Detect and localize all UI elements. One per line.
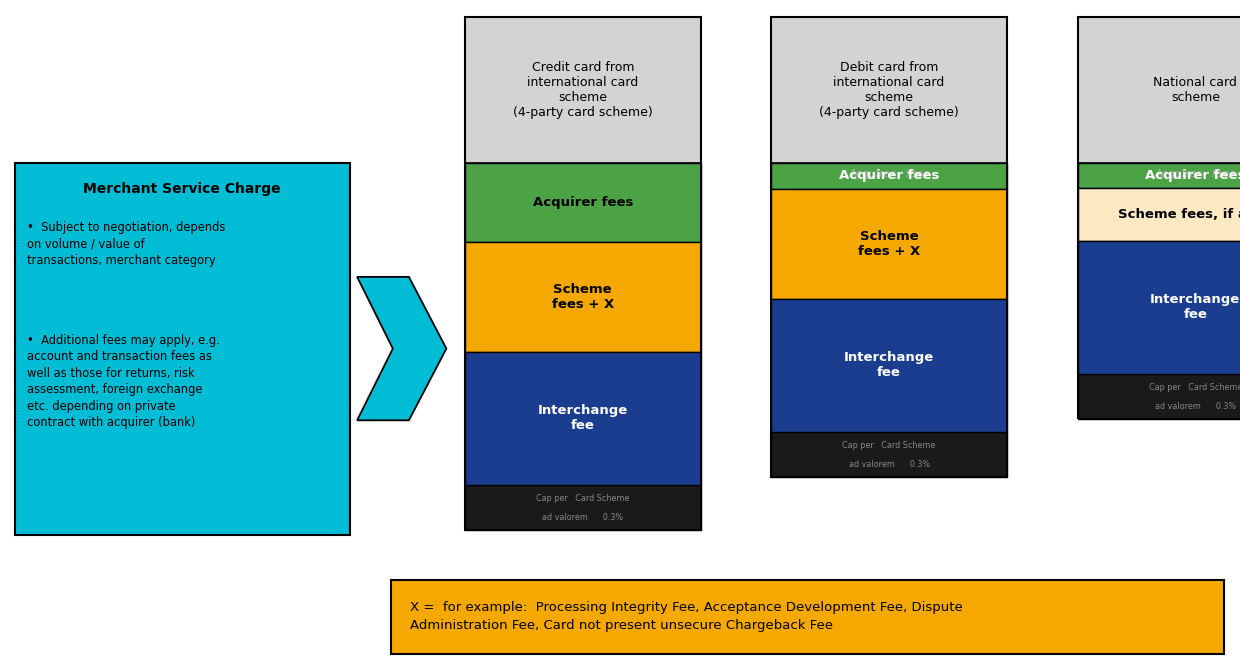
Bar	[465, 352, 701, 485]
Text: Debit card from
international card
scheme
(4-party card scheme): Debit card from international card schem…	[820, 60, 959, 119]
Bar	[771, 299, 1007, 432]
Bar	[1078, 17, 1240, 419]
Text: •  Additional fees may apply, e.g.
account and transaction fees as
well as those: • Additional fees may apply, e.g. accoun…	[27, 334, 219, 430]
Text: Acquirer fees: Acquirer fees	[533, 196, 632, 209]
Text: •  Subject to negotiation, depends
on volume / value of
transactions, merchant c: • Subject to negotiation, depends on vol…	[27, 221, 226, 267]
Text: Acquirer fees: Acquirer fees	[1146, 169, 1240, 182]
Bar	[1078, 17, 1240, 163]
Bar	[1078, 163, 1240, 188]
Bar	[391, 580, 1224, 654]
Text: Scheme
fees + X: Scheme fees + X	[858, 230, 920, 258]
Bar	[465, 163, 701, 242]
Text: Interchange
fee: Interchange fee	[1151, 293, 1240, 321]
Bar	[465, 485, 701, 530]
Text: Cap per   Card Scheme: Cap per Card Scheme	[1148, 383, 1240, 392]
Text: Scheme fees, if any*: Scheme fees, if any*	[1118, 208, 1240, 221]
Text: ad valorem      0.3%: ad valorem 0.3%	[848, 459, 930, 469]
Text: Scheme
fees + X: Scheme fees + X	[552, 283, 614, 311]
Bar	[1078, 241, 1240, 374]
Bar	[465, 17, 701, 163]
Bar	[771, 17, 1007, 163]
Text: Merchant Service Charge: Merchant Service Charge	[83, 182, 281, 197]
Text: Interchange
fee: Interchange fee	[538, 404, 627, 432]
Text: Acquirer   fees: Acquirer fees	[848, 169, 930, 179]
Text: =: =	[373, 339, 389, 358]
Text: Cap per   Card Scheme: Cap per Card Scheme	[536, 494, 630, 503]
Bar	[771, 432, 1007, 477]
Text: ad valorem      0.3%: ad valorem 0.3%	[1154, 402, 1236, 411]
Text: X =  for example:  Processing Integrity Fee, Acceptance Development Fee, Dispute: X = for example: Processing Integrity Fe…	[410, 602, 963, 632]
Text: Interchange
fee: Interchange fee	[844, 351, 934, 379]
Bar	[1078, 374, 1240, 419]
Text: Cap per   Card Scheme: Cap per Card Scheme	[842, 441, 936, 450]
Text: Credit card from
international card
scheme
(4-party card scheme): Credit card from international card sche…	[513, 60, 652, 119]
Bar	[771, 189, 1007, 299]
Bar	[1078, 188, 1240, 241]
Bar	[465, 242, 701, 352]
Bar	[465, 17, 701, 530]
Bar	[771, 163, 1007, 189]
Bar	[771, 17, 1007, 477]
Polygon shape	[357, 277, 446, 420]
Text: Acquirer   fees: Acquirer fees	[1154, 169, 1236, 179]
Text: Acquirer fees: Acquirer fees	[839, 169, 939, 183]
Text: ad valorem      0.3%: ad valorem 0.3%	[542, 513, 624, 522]
Bar	[15, 163, 350, 535]
Text: National card
scheme: National card scheme	[1153, 76, 1238, 104]
